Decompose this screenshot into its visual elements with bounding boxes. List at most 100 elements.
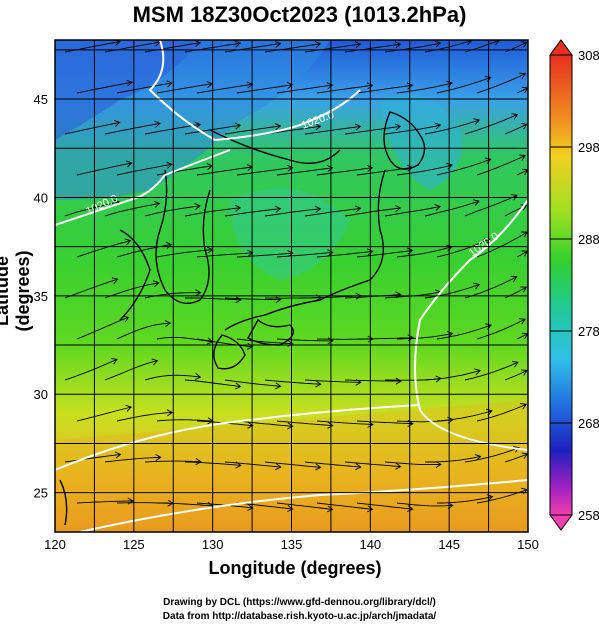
y-tick-label: 25 — [34, 486, 48, 501]
streamline-arrowhead — [274, 205, 282, 213]
streamline — [224, 461, 281, 468]
streamline — [316, 84, 373, 94]
streamline-arrowhead — [234, 382, 242, 390]
streamline-arrowhead — [195, 458, 202, 466]
streamline — [236, 502, 293, 510]
streamline — [116, 322, 171, 340]
streamline-arrowhead — [520, 41, 528, 48]
streamline — [344, 125, 401, 135]
colorbar-tick-label: 298 — [578, 140, 599, 155]
streamline-arrowhead — [247, 503, 254, 511]
streamline — [504, 370, 528, 381]
streamline-arrowhead — [275, 382, 282, 390]
streamline-arrowhead — [166, 161, 173, 169]
streamline — [504, 41, 528, 53]
streamline-arrowhead — [315, 463, 322, 471]
streamline — [64, 121, 120, 135]
streamline-arrowhead — [164, 320, 172, 327]
streamline — [116, 412, 173, 422]
plot-frame — [54, 39, 529, 533]
streamline — [464, 361, 519, 381]
streamline-arrowhead — [326, 164, 334, 172]
streamline-arrowhead — [315, 380, 322, 388]
streamline — [356, 420, 413, 425]
streamline — [344, 379, 401, 382]
streamline-arrowhead — [126, 79, 133, 87]
streamline-arrowhead — [511, 113, 519, 120]
streamline — [396, 246, 453, 258]
streamline — [64, 201, 120, 217]
streamline-arrowhead — [435, 461, 442, 468]
streamline — [436, 158, 491, 176]
streamline-arrowhead — [275, 296, 282, 303]
streamline — [516, 333, 528, 340]
streamline — [276, 251, 333, 258]
streamline — [384, 461, 441, 466]
streamline — [264, 379, 321, 385]
streamline-arrowhead — [287, 340, 294, 347]
streamline — [464, 276, 517, 299]
streamline-arrowhead — [520, 123, 528, 130]
streamline — [476, 318, 526, 340]
streamline — [436, 410, 493, 422]
streamline-arrowhead — [275, 463, 282, 471]
streamline — [396, 82, 453, 94]
streamline-arrowhead — [511, 194, 518, 201]
streamline — [276, 167, 333, 176]
colorbar-tick-label: 308 — [578, 48, 599, 63]
streamline — [396, 164, 453, 176]
streamline-arrowhead — [111, 277, 119, 284]
coastlines — [59, 111, 426, 526]
x-axis-label: Longitude (degrees) — [208, 558, 382, 578]
streamline-arrowhead — [366, 82, 374, 90]
streamline — [236, 84, 293, 94]
streamline — [76, 162, 132, 176]
streamline — [476, 231, 528, 258]
streamline-arrowhead — [327, 249, 334, 257]
streamline-arrowhead — [355, 463, 362, 471]
streamline-arrowhead — [194, 40, 202, 47]
lat-lon-grid — [55, 40, 528, 532]
streamline — [236, 252, 293, 258]
streamline — [64, 358, 118, 381]
y-tick-labels: 25 30 35 40 45 — [34, 92, 48, 501]
x-tick-label: 135 — [281, 537, 303, 552]
streamline-arrowhead — [434, 122, 442, 130]
streamline — [356, 502, 413, 510]
streamline-arrowhead — [247, 421, 254, 429]
streamline-arrowhead — [287, 505, 294, 512]
streamline — [116, 82, 173, 94]
streamline — [196, 338, 253, 348]
streamline — [276, 84, 333, 94]
streamline-arrowhead — [154, 120, 161, 128]
streamline — [76, 316, 129, 340]
streamline — [276, 338, 333, 342]
streamline-arrowhead — [234, 122, 242, 130]
streamline — [304, 461, 361, 468]
streamline-arrowhead — [367, 505, 374, 513]
streamline — [76, 406, 132, 422]
streamline-arrowhead — [124, 238, 132, 246]
streamline — [316, 167, 373, 176]
streamline — [436, 238, 491, 258]
streamline — [196, 166, 253, 176]
streamline-arrowhead — [367, 420, 374, 428]
streamline — [504, 123, 528, 135]
streamline — [464, 194, 518, 217]
streamline — [424, 200, 480, 217]
streamline — [304, 43, 361, 53]
streamline-arrowhead — [166, 409, 174, 417]
streamline — [516, 169, 528, 176]
streamline-arrowhead — [153, 200, 161, 208]
streamline — [464, 114, 518, 135]
streamline — [384, 205, 441, 217]
streamline — [316, 502, 373, 510]
streamline-arrowhead — [125, 404, 133, 412]
streamline-arrowhead — [510, 275, 518, 283]
streamline-arrowhead — [194, 121, 202, 129]
streamline — [464, 447, 520, 463]
streamline-arrowhead — [354, 41, 362, 49]
streamline-arrowhead — [395, 462, 402, 470]
streamline — [396, 502, 453, 507]
streamline-arrowhead — [474, 368, 481, 376]
